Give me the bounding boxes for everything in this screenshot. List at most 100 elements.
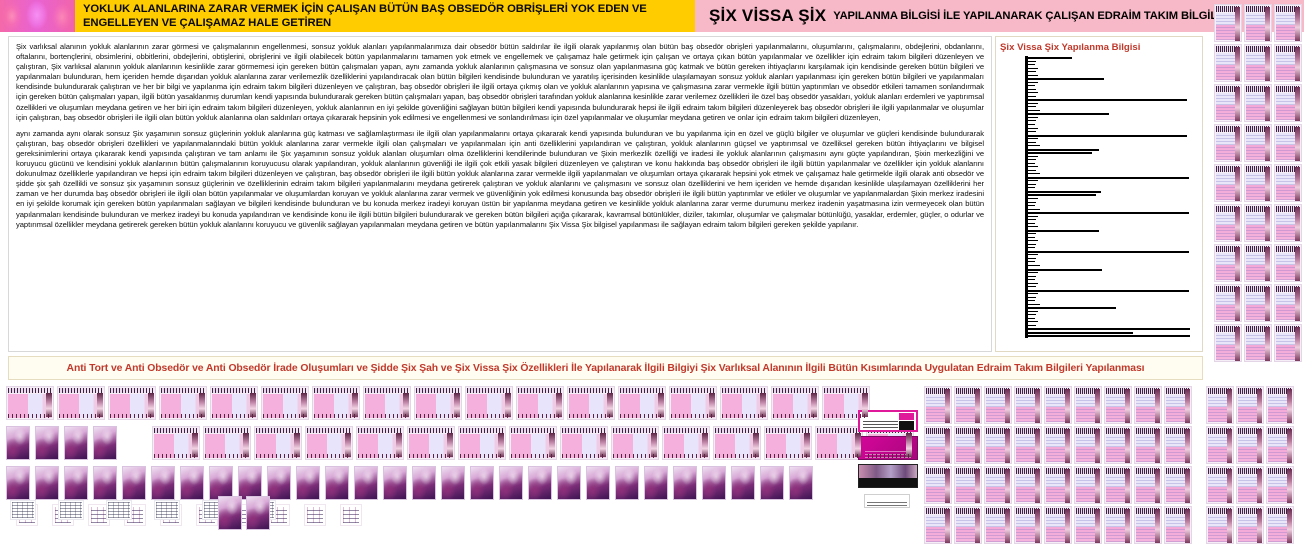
document-thumbnail[interactable] [1134, 386, 1162, 424]
photo-thumbnail[interactable] [122, 466, 146, 500]
document-thumbnail[interactable] [1014, 426, 1042, 464]
document-thumbnail[interactable] [305, 426, 353, 460]
document-thumbnail[interactable] [1134, 426, 1162, 464]
document-thumbnail[interactable] [1214, 124, 1242, 162]
photo-thumbnail[interactable] [557, 466, 581, 500]
document-thumbnail[interactable] [465, 386, 513, 420]
document-thumbnail[interactable] [1214, 324, 1242, 362]
document-thumbnail[interactable] [611, 426, 659, 460]
document-thumbnail[interactable] [954, 466, 982, 504]
document-thumbnail[interactable] [1214, 44, 1242, 82]
document-thumbnail[interactable] [1074, 426, 1102, 464]
document-thumbnail[interactable] [1014, 386, 1042, 424]
document-thumbnail[interactable] [1274, 164, 1302, 202]
document-thumbnail[interactable] [1274, 4, 1302, 42]
document-thumbnail[interactable] [924, 466, 952, 504]
photo-thumbnail[interactable] [93, 426, 117, 460]
document-thumbnail[interactable] [1044, 426, 1072, 464]
document-thumbnail[interactable] [1244, 324, 1272, 362]
document-thumbnail[interactable] [203, 426, 251, 460]
document-thumbnail[interactable] [1206, 506, 1234, 544]
document-thumbnail[interactable] [1274, 204, 1302, 242]
document-thumbnail[interactable] [1274, 244, 1302, 282]
document-thumbnail[interactable] [1134, 506, 1162, 544]
document-thumbnail[interactable] [954, 386, 982, 424]
photo-thumbnail[interactable] [6, 426, 30, 460]
photo-thumbnail[interactable] [499, 466, 523, 500]
document-thumbnail[interactable] [516, 386, 564, 420]
photo-thumbnail[interactable] [325, 466, 349, 500]
document-thumbnail[interactable] [1214, 4, 1242, 42]
document-thumbnail[interactable] [662, 426, 710, 460]
photo-thumbnail[interactable] [702, 466, 726, 500]
photo-thumbnail[interactable] [470, 466, 494, 500]
document-thumbnail[interactable] [1274, 44, 1302, 82]
document-thumbnail[interactable] [1244, 4, 1272, 42]
dark-photo-card[interactable] [858, 464, 918, 488]
document-thumbnail[interactable] [1044, 506, 1072, 544]
photo-thumbnail[interactable] [64, 426, 88, 460]
photo-thumbnail[interactable] [151, 466, 175, 500]
document-thumbnail[interactable] [458, 426, 506, 460]
photo-thumbnail[interactable] [586, 466, 610, 500]
document-thumbnail[interactable] [1164, 506, 1192, 544]
document-thumbnail[interactable] [1244, 204, 1272, 242]
photo-thumbnail[interactable] [64, 466, 88, 500]
document-thumbnail[interactable] [984, 506, 1012, 544]
photo-thumbnail[interactable] [267, 466, 291, 500]
document-thumbnail[interactable] [1244, 124, 1272, 162]
document-thumbnail[interactable] [984, 466, 1012, 504]
document-thumbnail[interactable] [954, 426, 982, 464]
document-thumbnail[interactable] [1074, 466, 1102, 504]
photo-thumbnail[interactable] [528, 466, 552, 500]
photo-thumbnail[interactable] [218, 496, 242, 530]
document-thumbnail[interactable] [108, 386, 156, 420]
document-thumbnail[interactable] [1044, 466, 1072, 504]
photo-thumbnail[interactable] [644, 466, 668, 500]
document-thumbnail[interactable] [764, 426, 812, 460]
document-thumbnail[interactable] [954, 506, 982, 544]
document-thumbnail[interactable] [1266, 466, 1294, 504]
document-thumbnail[interactable] [1244, 244, 1272, 282]
red-note-card[interactable] [864, 494, 910, 508]
document-thumbnail[interactable] [414, 386, 462, 420]
sketch-thumbnail[interactable] [304, 504, 326, 526]
spreadsheet-thumbnail[interactable] [10, 500, 36, 520]
document-thumbnail[interactable] [984, 426, 1012, 464]
photo-thumbnail[interactable] [209, 466, 233, 500]
document-thumbnail[interactable] [771, 386, 819, 420]
photo-thumbnail[interactable] [93, 466, 117, 500]
document-thumbnail[interactable] [1134, 466, 1162, 504]
photo-thumbnail[interactable] [789, 466, 813, 500]
document-thumbnail[interactable] [1236, 506, 1264, 544]
document-thumbnail[interactable] [152, 426, 200, 460]
document-thumbnail[interactable] [1104, 506, 1132, 544]
document-thumbnail[interactable] [509, 426, 557, 460]
document-thumbnail[interactable] [924, 506, 952, 544]
photo-thumbnail[interactable] [238, 466, 262, 500]
document-thumbnail[interactable] [1164, 466, 1192, 504]
photo-thumbnail[interactable] [180, 466, 204, 500]
photo-thumbnail[interactable] [412, 466, 436, 500]
document-thumbnail[interactable] [1214, 284, 1242, 322]
document-thumbnail[interactable] [1164, 386, 1192, 424]
document-thumbnail[interactable] [567, 386, 615, 420]
document-thumbnail[interactable] [1206, 466, 1234, 504]
document-thumbnail[interactable] [1014, 506, 1042, 544]
document-thumbnail[interactable] [210, 386, 258, 420]
medhav-card[interactable] [858, 410, 918, 432]
document-thumbnail[interactable] [1236, 466, 1264, 504]
document-thumbnail[interactable] [1074, 386, 1102, 424]
document-thumbnail[interactable] [1214, 244, 1242, 282]
spreadsheet-thumbnail[interactable] [58, 500, 84, 520]
document-thumbnail[interactable] [822, 386, 870, 420]
document-thumbnail[interactable] [1206, 386, 1234, 424]
spreadsheet-thumbnail[interactable] [154, 500, 180, 520]
document-thumbnail[interactable] [924, 386, 952, 424]
document-thumbnail[interactable] [1266, 426, 1294, 464]
document-thumbnail[interactable] [1274, 324, 1302, 362]
photo-thumbnail[interactable] [673, 466, 697, 500]
document-thumbnail[interactable] [924, 426, 952, 464]
document-thumbnail[interactable] [1164, 426, 1192, 464]
document-thumbnail[interactable] [254, 426, 302, 460]
